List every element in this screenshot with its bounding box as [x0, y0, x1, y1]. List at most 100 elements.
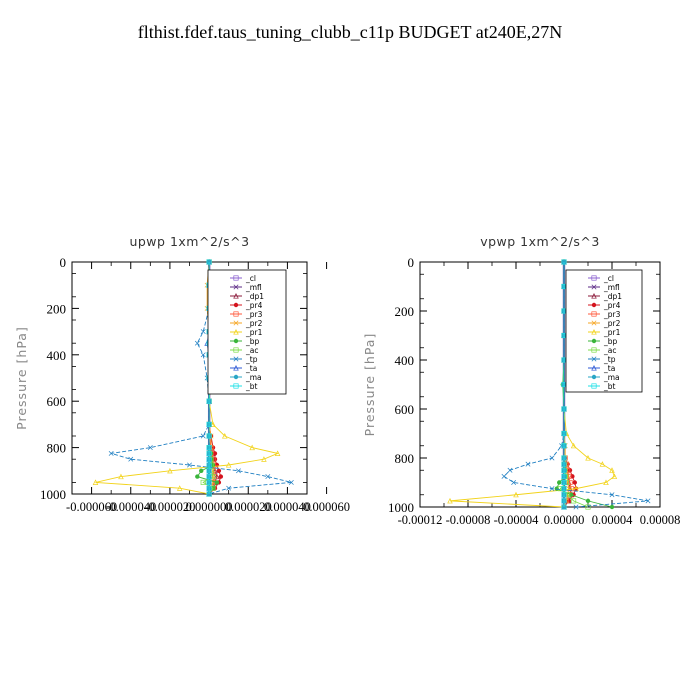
legend-label: _cl: [603, 274, 614, 283]
data-point: [236, 468, 241, 474]
y-tick-label: 0: [60, 255, 67, 270]
x-tick-label: 0.00004: [592, 513, 633, 527]
y-tick-label: 800: [47, 441, 67, 456]
data-point: [195, 474, 200, 479]
x-tick-label: 0.000060: [303, 500, 350, 514]
data-point: [549, 455, 555, 461]
legend-label: _bt: [603, 382, 616, 391]
data-point: [200, 352, 206, 358]
x-tick-label: -0.000040: [105, 500, 156, 514]
legend-label: _pr2: [603, 319, 621, 328]
y-tick-label: 600: [395, 402, 415, 417]
data-point: [206, 485, 212, 491]
legend-marker: [233, 329, 239, 335]
y-tick-label: 1000: [388, 500, 414, 515]
data-point: [561, 461, 567, 467]
data-point: [561, 492, 567, 498]
data-point: [210, 421, 216, 427]
x-tick-label: 0.00000: [544, 513, 585, 527]
x-tick-label: 0.000000: [186, 500, 233, 514]
data-point: [561, 443, 567, 449]
data-point: [513, 491, 519, 498]
legend-label: _ta: [245, 364, 257, 373]
data-point: [176, 485, 183, 491]
legend-marker: [233, 374, 239, 380]
data-point: [561, 479, 567, 486]
legend-label: _pr1: [603, 328, 621, 337]
y-tick-label: 400: [47, 348, 67, 363]
chart-title: upwp 1xm^2/s^3: [129, 234, 249, 249]
legend-label: _pr3: [245, 310, 263, 319]
legend-label: _ma: [245, 373, 262, 382]
page-title: flthist.fdef.taus_tuning_clubb_c11p BUDG…: [137, 22, 563, 42]
x-tick-label: -0.00008: [446, 513, 491, 527]
legend-marker: [233, 302, 239, 308]
legend-label: _dp1: [603, 292, 622, 301]
data-point: [212, 451, 218, 456]
y-tick-label: 0: [408, 255, 415, 270]
legend-marker: [591, 311, 597, 317]
x-tick-label: 0.000040: [264, 500, 311, 514]
data-point: [501, 473, 507, 479]
legend-marker: [591, 329, 597, 335]
data-point: [108, 450, 114, 456]
legend-label: _bp: [603, 337, 618, 346]
data-point: [573, 504, 579, 510]
data-point: [206, 398, 212, 404]
y-tick-label: 800: [395, 451, 415, 466]
data-point: [603, 479, 609, 486]
data-point: [206, 474, 212, 480]
data-point: [187, 462, 192, 468]
legend-marker: [233, 320, 239, 326]
y-tick-label: 600: [47, 394, 67, 409]
legend-marker: [233, 365, 239, 371]
data-point: [511, 480, 517, 485]
legend-marker: [233, 338, 239, 344]
data-point: [214, 480, 220, 485]
legend-marker: [591, 293, 597, 299]
x-tick-label: 0.000020: [225, 500, 272, 514]
x-tick-label: 0.00008: [640, 513, 681, 527]
legend-label: _pr4: [245, 301, 263, 310]
x-tick-label: -0.000060: [66, 500, 117, 514]
data-point: [525, 461, 531, 467]
data-point: [206, 445, 212, 451]
data-point: [561, 486, 567, 492]
data-point: [206, 433, 212, 439]
y-tick-label: 400: [395, 353, 415, 368]
data-point: [507, 467, 513, 473]
data-point: [609, 467, 615, 473]
legend-marker: [233, 356, 239, 362]
data-point: [561, 498, 567, 504]
legend-marker: [233, 347, 239, 353]
x-tick-label: -0.00012: [398, 513, 443, 527]
legend-box: [207, 269, 287, 395]
legend-label: _dp1: [245, 292, 264, 301]
legend-marker: [591, 347, 597, 353]
data-point: [147, 445, 153, 451]
data-point: [206, 450, 212, 456]
data-point: [221, 433, 228, 439]
legend-label: _ta: [603, 364, 615, 373]
data-point: [609, 504, 615, 510]
data-point: [288, 479, 294, 485]
y-tick-label: 200: [47, 301, 67, 316]
legend-marker: [591, 365, 597, 371]
y-tick-label: 1000: [40, 487, 66, 502]
data-point: [609, 492, 615, 498]
legend-marker: [233, 311, 239, 317]
data-point: [167, 467, 173, 474]
data-point: [561, 406, 567, 412]
legend-marker: [591, 320, 597, 326]
x-tick-label: -0.000020: [144, 500, 195, 514]
chart-title: vpwp 1xm^2/s^3: [480, 234, 600, 249]
legend-marker: [233, 284, 239, 290]
data-point: [200, 433, 206, 439]
y-axis-label: Pressure [hPa]: [14, 326, 29, 430]
legend-label: _tp: [245, 355, 258, 364]
data-point: [561, 430, 567, 437]
data-point: [561, 467, 567, 473]
data-point: [218, 474, 224, 479]
data-point: [274, 450, 281, 456]
data-point: [128, 456, 134, 462]
